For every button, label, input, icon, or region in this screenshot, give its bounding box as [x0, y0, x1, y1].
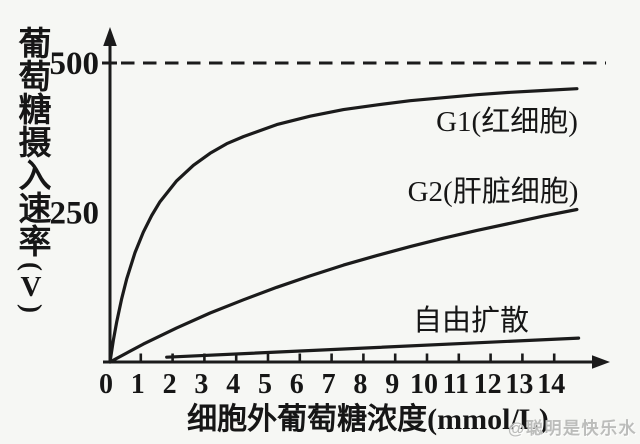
svg-text:8: 8	[353, 369, 367, 400]
watermark: @聪明是快乐水	[507, 419, 637, 438]
plot-layer: 0 1 2 3 4 5 6 7 8 9 10 11 12 13 14250500G1(红细胞)G2(肝脏细胞…	[50, 27, 610, 400]
y-axis-label-text: 葡萄糖摄入速率	[13, 26, 49, 257]
svg-text:4: 4	[226, 369, 240, 400]
svg-text:自由扩散: 自由扩散	[413, 304, 529, 337]
svg-text:10: 10	[410, 369, 438, 400]
svg-text:3: 3	[194, 369, 208, 400]
svg-text:9: 9	[385, 369, 399, 400]
unit-letter-v: V	[20, 271, 42, 303]
svg-text:G1(红细胞): G1(红细胞)	[436, 105, 578, 138]
svg-text:2: 2	[163, 369, 177, 400]
svg-text:7: 7	[322, 369, 336, 400]
svg-text:1: 1	[131, 369, 145, 400]
svg-text:500: 500	[50, 46, 100, 82]
svg-text:0: 0	[99, 369, 113, 400]
svg-text:11: 11	[443, 369, 469, 400]
svg-text:12: 12	[474, 369, 502, 400]
y-axis-label: 葡萄糖摄入速率 ( V )	[6, 26, 56, 315]
svg-text:6: 6	[290, 369, 304, 400]
svg-text:13: 13	[505, 369, 533, 400]
svg-text:250: 250	[50, 196, 100, 232]
x-axis-label: 细胞外葡萄糖浓度(mmol/L)	[187, 403, 549, 436]
y-axis-unit: ( V )	[6, 260, 56, 315]
open-paren-rotated: (	[16, 262, 47, 271]
close-paren-rotated: )	[16, 304, 47, 313]
svg-text:14: 14	[537, 369, 565, 400]
svg-text:5: 5	[258, 369, 272, 400]
svg-text:G2(肝脏细胞): G2(肝脏细胞)	[408, 175, 579, 208]
